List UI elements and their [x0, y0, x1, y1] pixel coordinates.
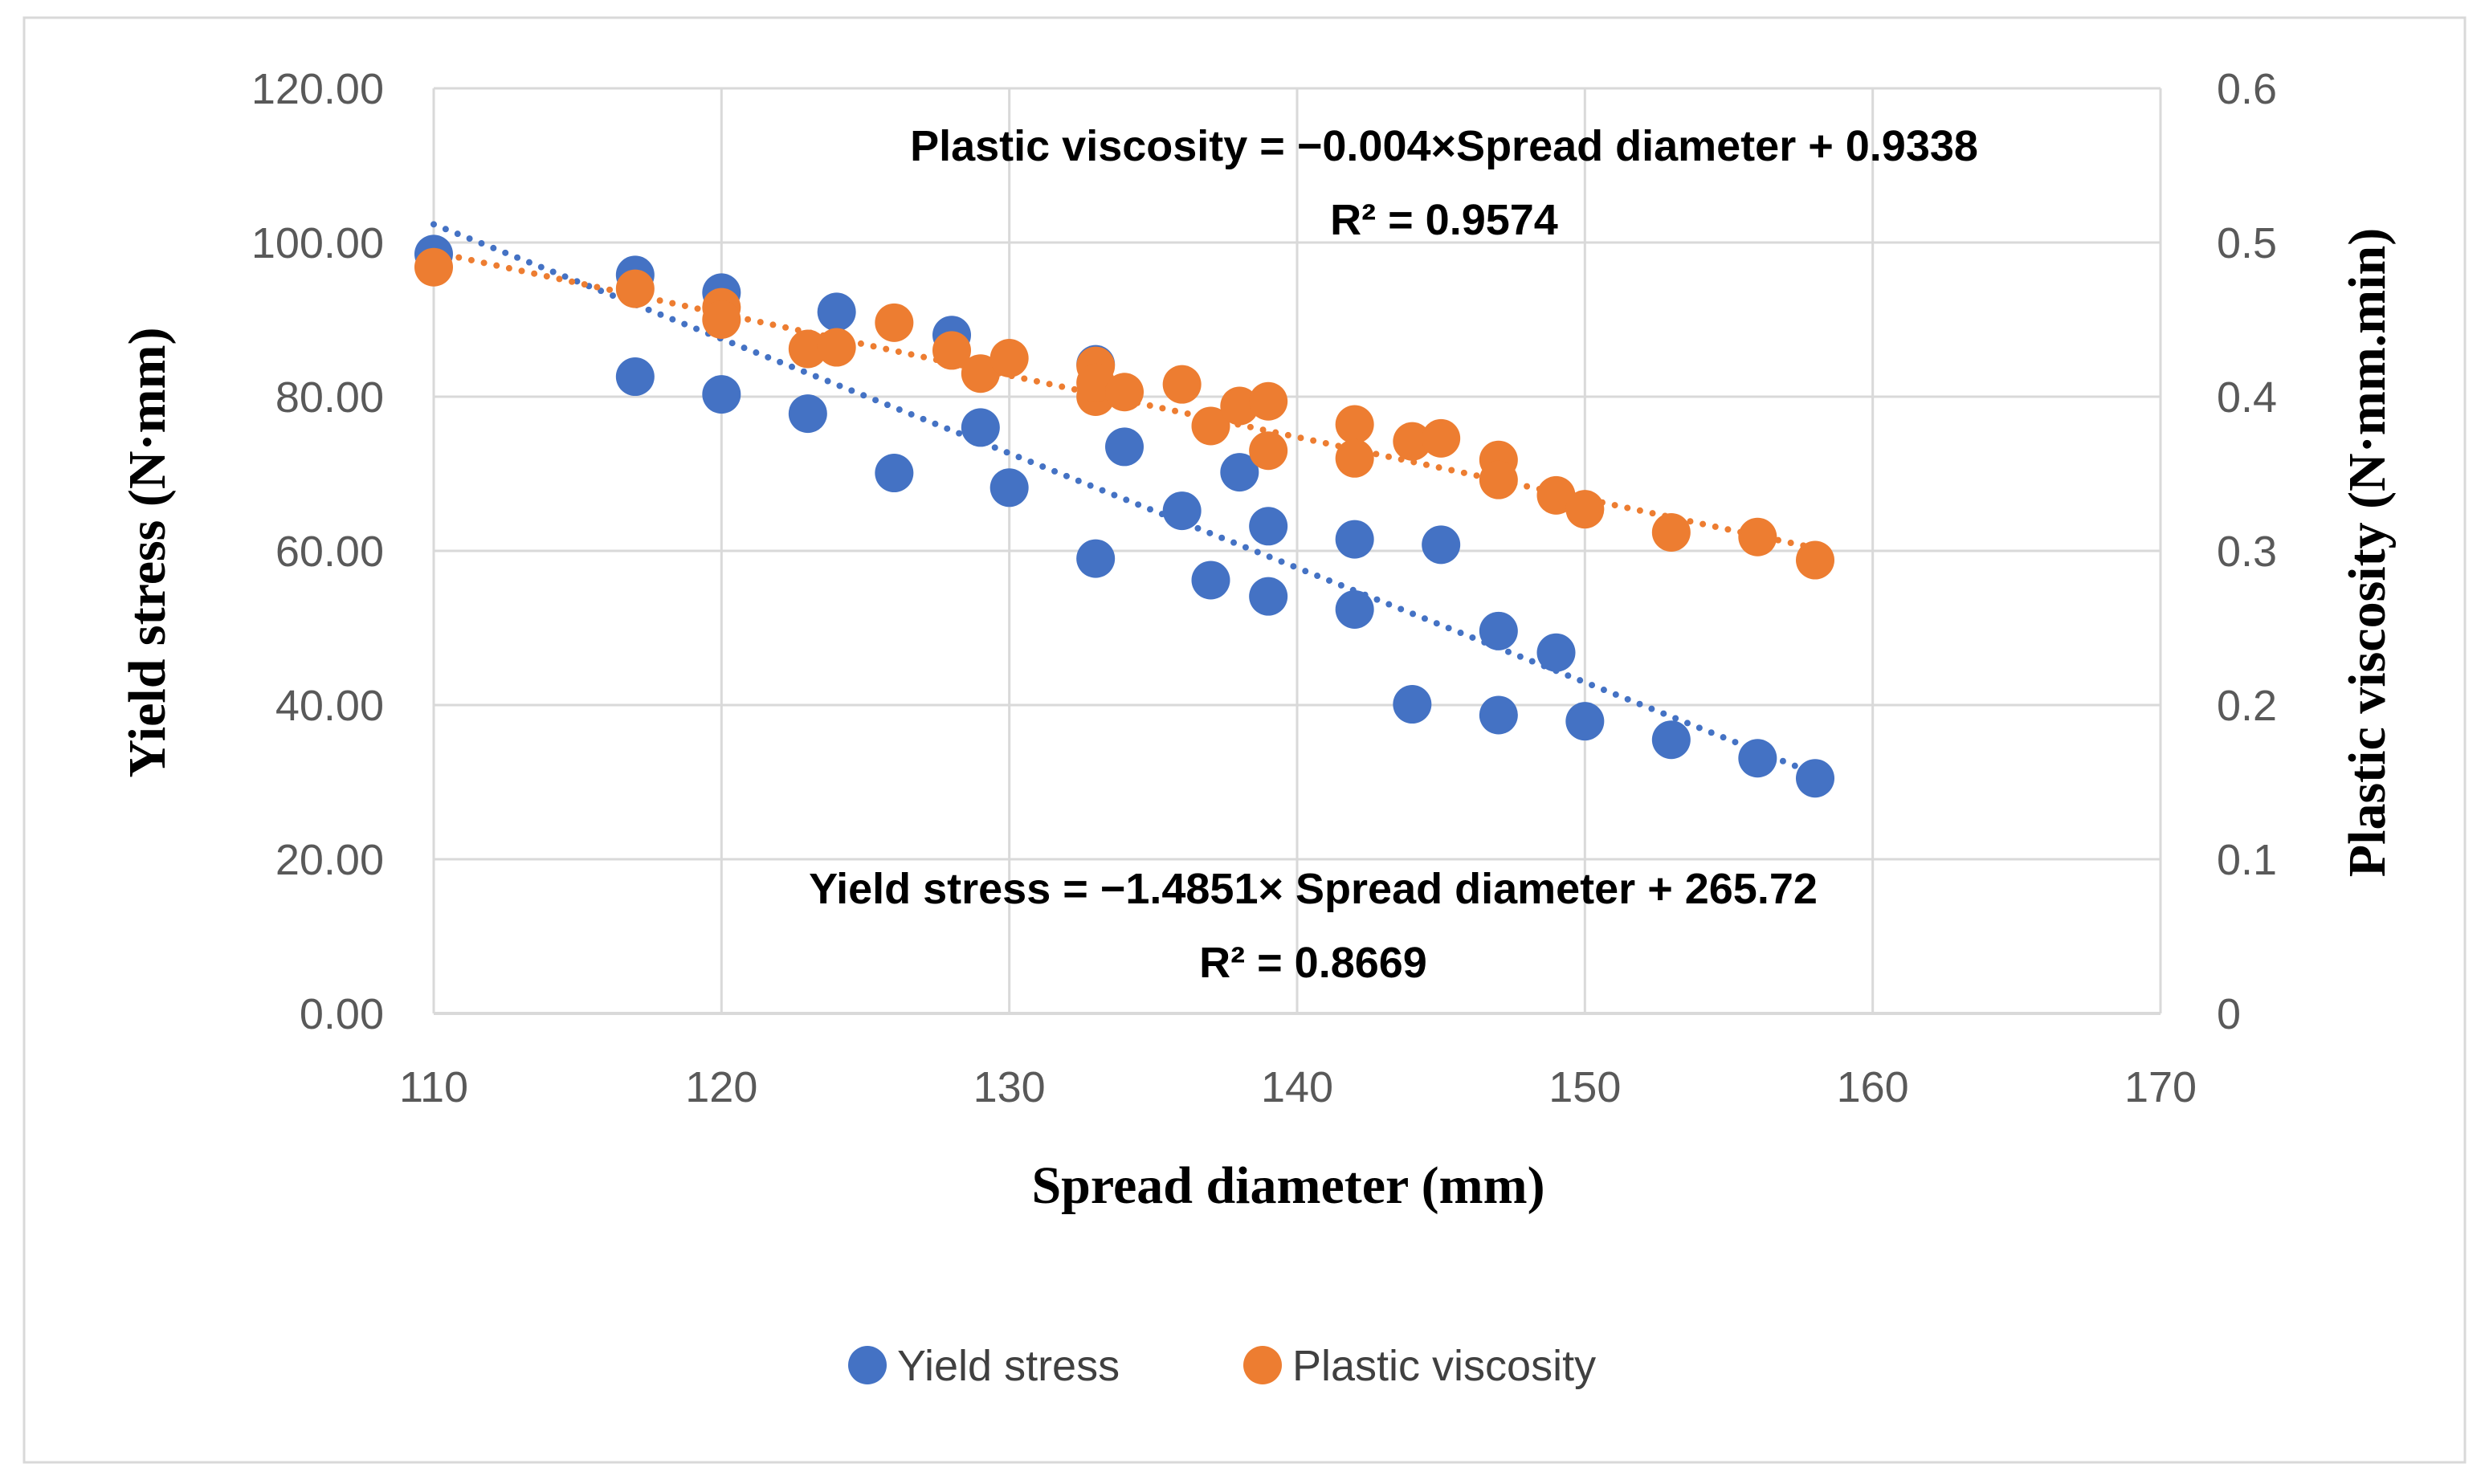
plastic-viscosity-point — [1220, 386, 1259, 426]
plastic-viscosity-point — [989, 339, 1029, 377]
x-axis-title: Spread diameter (mm) — [1031, 1156, 1544, 1215]
yield-stress-point — [1105, 427, 1144, 467]
y-tick-label: 20.00 — [275, 836, 384, 884]
plastic-viscosity-point — [1565, 490, 1605, 529]
yield-stress-point — [1162, 491, 1202, 531]
y-axis-title: Yield stress (N·mm) — [118, 328, 177, 778]
viscosity-equation: Plastic viscosity = −0.004×Spread diamet… — [910, 122, 1978, 170]
yield-stress-point — [875, 454, 914, 493]
plastic-viscosity-point — [961, 354, 1000, 393]
chart-border — [22, 16, 2467, 1464]
yield-stress-trendline — [430, 221, 1818, 777]
yield-stress-point — [817, 292, 856, 332]
yield-stress-point — [1249, 577, 1288, 616]
viscosity-r-squared: R² = 0.9574 — [1330, 196, 1558, 244]
legend-label-plastic-viscosity: Plastic viscosity — [1292, 1342, 1596, 1390]
x-tick-label: 120 — [685, 1063, 757, 1111]
plastic-viscosity-point — [1393, 422, 1432, 461]
plastic-viscosity-point — [1105, 373, 1144, 412]
yield-stress-point — [1479, 611, 1518, 650]
y2-tick-label: 0.4 — [2217, 373, 2277, 422]
y2-tick-label: 0 — [2217, 990, 2241, 1038]
yield-stress-point — [1479, 695, 1518, 735]
yield-stress-point — [989, 468, 1029, 508]
plastic-viscosity-point — [1249, 431, 1288, 471]
y-tick-label: 0.00 — [300, 990, 384, 1038]
plastic-viscosity-point — [1191, 406, 1230, 446]
plastic-viscosity-point — [1335, 405, 1374, 444]
x-tick-label: 130 — [973, 1063, 1046, 1111]
x-tick-label: 110 — [399, 1063, 468, 1111]
plastic-viscosity-point — [1479, 460, 1518, 499]
legend-marker-plastic-viscosity — [1243, 1346, 1282, 1384]
yield-stress-point — [1076, 539, 1116, 578]
yield-stress-point — [1249, 507, 1288, 546]
plastic-viscosity-point — [788, 329, 827, 369]
plastic-viscosity-point — [615, 269, 655, 308]
y-tick-label: 80.00 — [275, 373, 384, 422]
legend-label-yield-stress: Yield stress — [897, 1342, 1120, 1390]
y-tick-label: 60.00 — [275, 528, 384, 576]
plastic-viscosity-point — [1335, 438, 1374, 478]
yield-stress-point — [1796, 759, 1834, 798]
plastic-viscosity-point — [414, 247, 453, 287]
y2-axis-title: Plastic viscosity (N·mm.min) — [2338, 228, 2397, 877]
y2-tick-label: 0.5 — [2217, 219, 2277, 267]
yield-stress-point — [1422, 525, 1461, 565]
axes: 110 120 130 140 150 160 170 0.00 20.00 40.00 60.00… — [251, 65, 2277, 1111]
data-points — [414, 234, 1834, 798]
yield-r-squared: R² = 0.8669 — [1199, 939, 1427, 987]
y2-tick-label: 0.2 — [2217, 682, 2277, 730]
legend: Yield stress Plastic viscosity — [848, 1342, 1596, 1390]
plastic-viscosity-point — [1249, 381, 1288, 421]
y2-tick-label: 0.1 — [2217, 836, 2277, 884]
yield-stress-point — [1393, 685, 1432, 724]
plastic-viscosity-point — [702, 300, 741, 339]
plastic-viscosity-point — [1422, 418, 1461, 458]
yield-stress-point — [1191, 561, 1230, 600]
x-tick-label: 170 — [2124, 1063, 2197, 1111]
plastic-viscosity-point — [1536, 475, 1576, 515]
yield-stress-point — [1536, 633, 1576, 672]
y2-tick-label: 0.3 — [2217, 528, 2277, 576]
yield-stress-point — [961, 408, 1000, 447]
yield-stress-point — [1335, 589, 1374, 629]
yield-stress-point — [702, 375, 741, 414]
x-tick-label: 140 — [1261, 1063, 1333, 1111]
yield-stress-point — [1220, 453, 1259, 492]
y-tick-label: 100.00 — [251, 219, 384, 267]
plastic-viscosity-point — [1651, 512, 1691, 552]
plastic-viscosity-point — [1796, 540, 1834, 580]
yield-stress-point — [615, 357, 655, 397]
yield-equation: Yield stress = −1.4851× Spread diameter … — [809, 865, 1818, 913]
x-tick-label: 150 — [1548, 1063, 1621, 1111]
plastic-viscosity-point — [932, 331, 971, 370]
plastic-viscosity-point — [1738, 517, 1777, 556]
yield-stress-point — [1651, 720, 1691, 760]
plastic-viscosity-point — [1162, 365, 1202, 404]
y-tick-label: 120.00 — [251, 65, 384, 113]
yield-stress-point — [1738, 739, 1777, 778]
plastic-viscosity-point — [875, 303, 914, 342]
x-tick-label: 160 — [1837, 1063, 1909, 1111]
y-tick-label: 40.00 — [275, 682, 384, 730]
yield-stress-point — [788, 394, 827, 434]
plastic-viscosity-point — [817, 328, 856, 367]
yield-stress-point — [1565, 702, 1605, 741]
legend-marker-yield-stress — [848, 1346, 887, 1384]
y2-tick-label: 0.6 — [2217, 65, 2277, 113]
yield-stress-point — [1335, 520, 1374, 559]
